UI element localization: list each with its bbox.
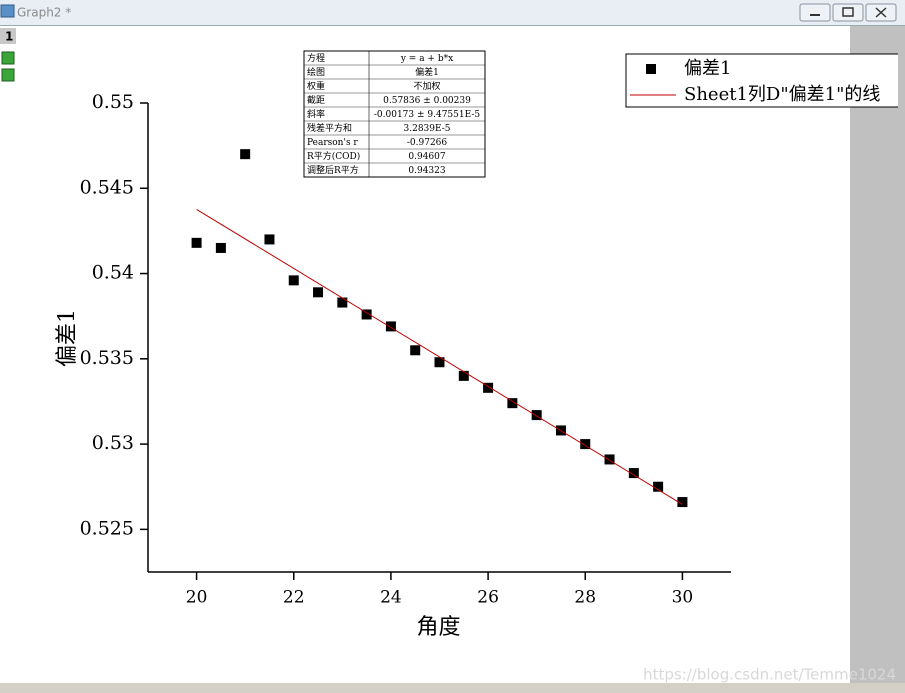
table-value: -0.00173 ± 9.47551E-5 xyxy=(374,110,481,120)
lock-icon[interactable] xyxy=(1,51,15,65)
table-value: 0.94323 xyxy=(408,166,445,176)
fit-line xyxy=(196,208,683,505)
window-icon xyxy=(0,4,15,18)
x-tick-label: 20 xyxy=(186,588,208,608)
fit-table xyxy=(303,50,486,178)
close-glyph xyxy=(875,7,887,18)
y-tick-label: 0.53 xyxy=(92,432,134,454)
window-title: Graph2 * xyxy=(17,6,71,20)
data-point xyxy=(191,237,202,248)
table-value: 不加权 xyxy=(413,80,440,92)
data-point xyxy=(604,454,615,465)
y-tick-label: 0.545 xyxy=(80,176,134,198)
bottom-edge xyxy=(0,683,905,693)
y-tick-label: 0.54 xyxy=(92,262,134,284)
table-label: 斜率 xyxy=(307,108,325,120)
data-point xyxy=(385,321,396,332)
layer-number: 1 xyxy=(5,30,13,44)
data-point xyxy=(434,357,445,368)
table-label: Pearson's r xyxy=(307,138,358,148)
table-value: 0.57836 ± 0.00239 xyxy=(383,96,471,106)
lock-icon[interactable] xyxy=(1,68,15,82)
data-point xyxy=(337,297,348,308)
x-tick-label: 22 xyxy=(283,588,305,608)
layer-tab[interactable] xyxy=(0,28,16,44)
data-point xyxy=(288,275,299,286)
table-value: y = a + b*x xyxy=(400,54,453,64)
x-tick-label: 26 xyxy=(477,588,499,608)
data-point xyxy=(483,382,494,393)
maximize-glyph xyxy=(842,7,854,17)
data-point xyxy=(361,309,372,320)
table-label: 残差平方和 xyxy=(307,122,352,134)
table-value: -0.97266 xyxy=(407,138,448,148)
table-label: 权重 xyxy=(307,80,325,92)
title-bar xyxy=(0,0,905,25)
table-value: 3.2839E-5 xyxy=(404,124,451,134)
table-label: 方程 xyxy=(307,52,325,64)
y-tick-label: 0.525 xyxy=(80,517,134,539)
minimize-button[interactable] xyxy=(799,3,831,22)
x-axis-title: 角度 xyxy=(416,615,460,640)
table-label: R平方(COD) xyxy=(307,150,360,162)
data-point xyxy=(410,345,421,356)
table-label: 调整后R平方 xyxy=(307,164,359,176)
data-point xyxy=(215,242,226,253)
x-tick-label: 24 xyxy=(380,588,402,608)
table-label: 绘图 xyxy=(307,66,325,78)
data-point xyxy=(580,439,591,450)
maximize-button[interactable] xyxy=(832,3,864,22)
y-axis-title: 偏差1 xyxy=(55,309,80,367)
data-point xyxy=(240,149,251,160)
y-tick-label: 0.55 xyxy=(92,91,134,113)
y-tick-label: 0.535 xyxy=(80,347,134,369)
x-tick-label: 28 xyxy=(574,588,596,608)
page-margin-cover xyxy=(898,26,905,683)
legend-symbol xyxy=(646,64,656,74)
data-point xyxy=(313,287,324,298)
data-point xyxy=(531,410,542,421)
table-label: 截距 xyxy=(307,94,325,106)
table-value: 偏差1 xyxy=(415,66,439,78)
watermark: https://blog.csdn.net/Temme1024 xyxy=(643,666,896,684)
table-value: 0.94607 xyxy=(408,152,445,162)
data-point xyxy=(264,234,275,245)
legend-label: 偏差1 xyxy=(684,58,731,79)
data-point xyxy=(653,481,664,492)
legend-label: Sheet1列D"偏差1"的线 xyxy=(684,84,880,105)
data-point xyxy=(677,497,688,508)
data-point xyxy=(628,468,639,479)
page-margin xyxy=(850,26,905,686)
data-point xyxy=(458,370,469,381)
data-point xyxy=(507,398,518,409)
legend xyxy=(625,53,905,108)
x-tick-label: 30 xyxy=(672,588,694,608)
